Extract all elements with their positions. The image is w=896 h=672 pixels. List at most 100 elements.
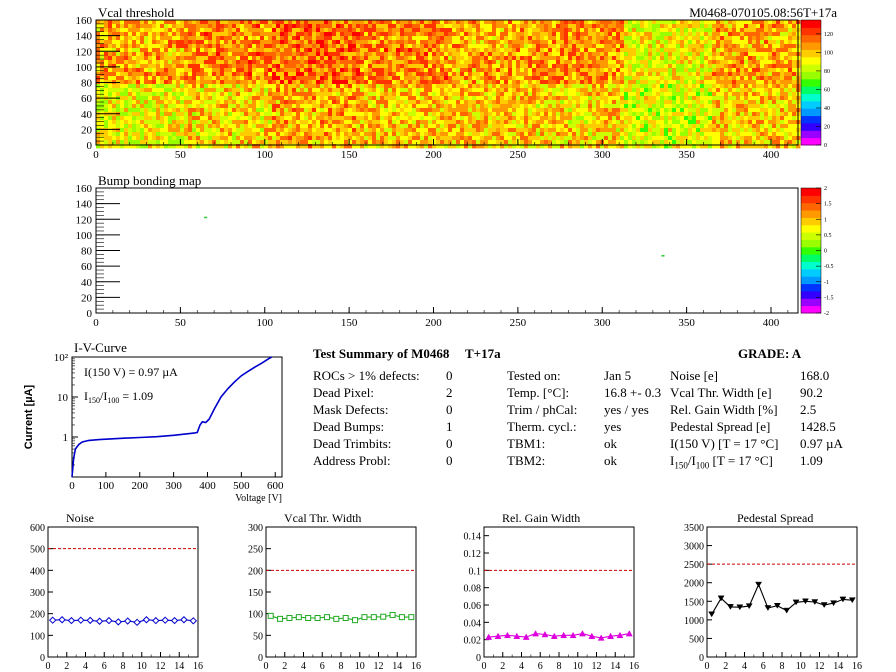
heatmap-cell (332, 48, 337, 53)
heatmap-cell (280, 108, 285, 113)
heatmap-cell (352, 92, 357, 97)
heatmap-cell (728, 32, 733, 37)
heatmap-cell (480, 20, 485, 25)
heatmap-cell (420, 76, 425, 81)
heatmap-cell (160, 48, 165, 53)
heatmap-cell (704, 32, 709, 37)
heatmap-cell (748, 76, 753, 81)
heatmap-cell (736, 20, 741, 25)
heatmap-cell (696, 84, 701, 89)
heatmap-cell (156, 48, 161, 53)
heatmap-cell (568, 120, 573, 125)
heatmap-cell (192, 88, 197, 93)
heatmap-cell (152, 44, 157, 49)
heatmap-cell (320, 32, 325, 37)
heatmap-cell (324, 120, 329, 125)
heatmap-cell (332, 72, 337, 77)
heatmap-cell (688, 116, 693, 121)
heatmap-cell (104, 128, 109, 133)
heatmap-cell (404, 60, 409, 65)
heatmap-cell (404, 104, 409, 109)
heatmap-cell (400, 60, 405, 65)
heatmap-cell (728, 96, 733, 101)
heatmap-cell (284, 80, 289, 85)
heatmap-cell (144, 32, 149, 37)
heatmap-cell (552, 28, 557, 33)
heatmap-cell (552, 80, 557, 85)
heatmap-cell (240, 48, 245, 53)
heatmap-cell (556, 100, 561, 105)
heatmap-cell (676, 116, 681, 121)
heatmap-cell (284, 88, 289, 93)
heatmap-cell (460, 48, 465, 53)
heatmap-cell (784, 124, 789, 129)
heatmap-cell (780, 116, 785, 121)
heatmap-cell (444, 24, 449, 29)
heatmap-cell (276, 64, 281, 69)
heatmap-cell (576, 108, 581, 113)
heatmap-cell (320, 100, 325, 105)
heatmap-cell (616, 36, 621, 41)
heatmap-cell (592, 124, 597, 129)
heatmap-cell (680, 128, 685, 133)
heatmap-cell (248, 28, 253, 33)
heatmap-cell (764, 116, 769, 121)
heatmap-cell (224, 112, 229, 117)
heatmap-cell (144, 100, 149, 105)
heatmap-cell (268, 108, 273, 113)
heatmap-cell (780, 112, 785, 117)
heatmap-cell (588, 64, 593, 69)
heatmap-cell (576, 20, 581, 25)
heatmap-cell (252, 28, 257, 33)
heatmap-cell (252, 108, 257, 113)
heatmap-cell (316, 112, 321, 117)
heatmap-cell (248, 52, 253, 57)
heatmap-cell (308, 92, 313, 97)
heatmap-cell (640, 72, 645, 77)
heatmap-cell (208, 36, 213, 41)
heatmap-cell (736, 104, 741, 109)
heatmap-cell (612, 84, 617, 89)
heatmap-cell (164, 36, 169, 41)
heatmap-cell (356, 132, 361, 137)
heatmap-cell (124, 36, 129, 41)
heatmap-cell (524, 24, 529, 29)
heatmap-cell (684, 100, 689, 105)
heatmap-cell (168, 52, 173, 57)
heatmap-cell (496, 32, 501, 37)
heatmap-cell (120, 112, 125, 117)
heatmap-cell (684, 84, 689, 89)
heatmap-cell (660, 124, 665, 129)
heatmap-cell (500, 20, 505, 25)
heatmap-cell (648, 24, 653, 29)
heatmap-cell (724, 36, 729, 41)
heatmap-cell (648, 128, 653, 133)
heatmap-cell (760, 124, 765, 129)
heatmap-cell (216, 108, 221, 113)
heatmap-cell (440, 28, 445, 33)
heatmap-cell (148, 48, 153, 53)
heatmap-cell (780, 28, 785, 33)
heatmap-cell (448, 92, 453, 97)
heatmap-cell (672, 76, 677, 81)
heatmap-cell (128, 48, 133, 53)
heatmap-cell (664, 120, 669, 125)
heatmap-cell (276, 40, 281, 45)
heatmap-cell (256, 84, 261, 89)
heatmap-cell (556, 128, 561, 133)
heatmap-cell (504, 52, 509, 57)
heatmap-cell (124, 120, 129, 125)
heatmap-cell (212, 128, 217, 133)
heatmap-cell (120, 104, 125, 109)
heatmap-cell (288, 76, 293, 81)
heatmap-cell (664, 124, 669, 129)
heatmap-cell (528, 72, 533, 77)
heatmap-cell (760, 116, 765, 121)
heatmap-cell (648, 108, 653, 113)
heatmap-cell (224, 56, 229, 61)
heatmap-cell (384, 36, 389, 41)
heatmap-cell (248, 92, 253, 97)
heatmap-cell (96, 128, 101, 133)
heatmap-cell (128, 52, 133, 57)
heatmap-cell (108, 68, 113, 73)
